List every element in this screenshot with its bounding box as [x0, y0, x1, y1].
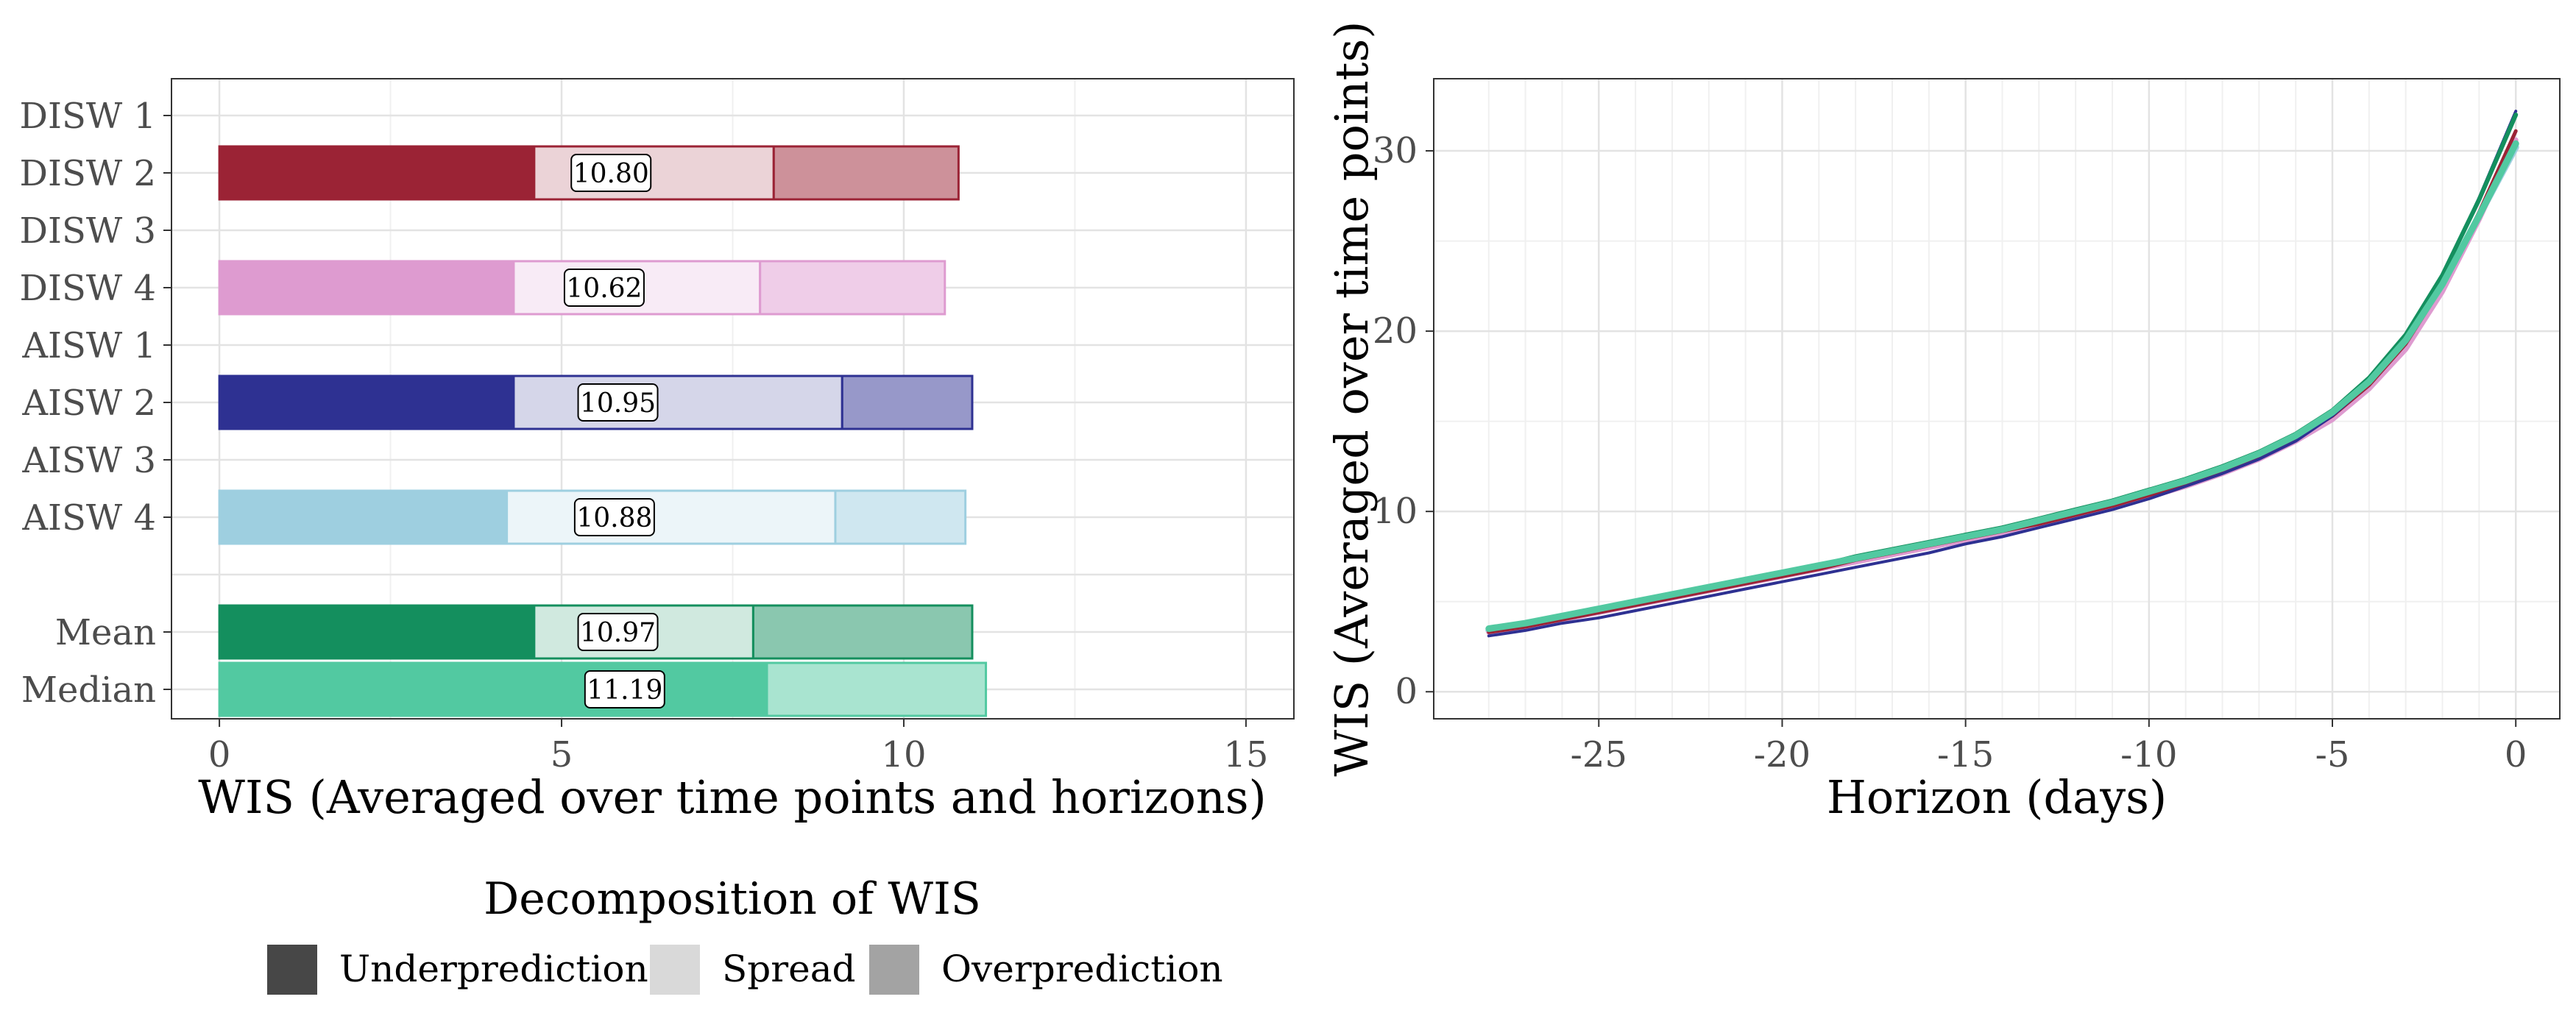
left-total-labels: 10.80 10.62 10.95 10.88 10.97 11.19 — [563, 154, 665, 708]
spread-segment — [512, 374, 843, 430]
right-x-tick-labels: -25 -20 -15 -10 -5 0 — [1571, 719, 2527, 775]
legend-swatch — [650, 945, 700, 995]
y-tick-label-disw-2: DISW 2 — [20, 153, 156, 194]
right-plot-background — [1434, 79, 2560, 719]
overprediction-segment — [834, 489, 967, 545]
total-label-median: 11.19 — [584, 670, 665, 708]
total-label-disw-4: 10.62 — [563, 269, 645, 307]
x-tick-label-minus15: -15 — [1937, 734, 1994, 775]
y-tick-label-20: 20 — [1373, 310, 1418, 352]
left-bars — [218, 145, 988, 717]
series-line-6 — [1485, 140, 2519, 632]
legend-item-spread: Spread — [650, 945, 856, 995]
bar-aisw-4 — [218, 489, 967, 545]
underprediction-segment — [218, 374, 515, 430]
spread-segment — [533, 145, 775, 201]
right-x-axis-title: Horizon (days) — [1827, 770, 2167, 824]
overprediction-segment — [751, 604, 974, 660]
y-tick-label-aisw-4: AISW 4 — [21, 497, 156, 539]
underprediction-segment — [218, 260, 515, 316]
overprediction-segment — [759, 260, 946, 316]
underprediction-segment — [218, 145, 536, 201]
y-tick-label-disw-1: DISW 1 — [20, 96, 156, 137]
left-x-axis-title: WIS (Averaged over time points and horiz… — [198, 770, 1266, 824]
bar-median — [218, 661, 988, 717]
x-tick-label-0: 0 — [208, 734, 231, 775]
overprediction-segment — [772, 145, 960, 201]
y-tick-label-aisw-2: AISW 2 — [21, 383, 156, 424]
total-label-box — [577, 613, 659, 651]
bar-aisw-2 — [218, 374, 974, 430]
x-tick-label-minus25: -25 — [1571, 734, 1627, 775]
right-y-tick-labels: 0 10 20 30 — [1373, 130, 1434, 712]
y-tick-label-mean: Mean — [55, 612, 156, 653]
total-label-box — [570, 154, 652, 192]
legend-title: Decomposition of WIS — [484, 873, 981, 925]
x-tick-label-5: 5 — [551, 734, 573, 775]
total-label-text: 10.80 — [573, 159, 649, 189]
y-tick-label-aisw-3: AISW 3 — [21, 440, 156, 481]
legend-label: Spread — [722, 948, 856, 990]
y-tick-label-disw-4: DISW 4 — [20, 268, 156, 309]
total-label-box — [573, 498, 655, 536]
legend-label: Overprediction — [941, 948, 1223, 990]
y-tick-label-0: 0 — [1395, 671, 1418, 712]
x-tick-label-minus10: -10 — [2120, 734, 2177, 775]
bar-disw-4 — [218, 260, 946, 316]
wis-by-horizon-chart: 0 10 20 30 -25 -20 -15 -10 -5 0 Horizon (days) W… — [1325, 21, 2561, 824]
right-plot-frame — [1433, 78, 2561, 720]
total-label-aisw-2: 10.95 — [577, 383, 659, 422]
right-y-axis-title: WIS (Averaged over time points) — [1325, 21, 1379, 777]
legend-item-underprediction: Underprediction — [267, 945, 648, 995]
total-label-text: 10.97 — [580, 618, 656, 648]
underprediction-segment — [218, 661, 768, 717]
total-label-text: 10.95 — [580, 388, 656, 419]
total-label-box — [584, 670, 665, 708]
total-label-text: 10.62 — [566, 274, 642, 304]
legend: Decomposition of WIS Underprediction Spre… — [267, 873, 1223, 995]
legend-label: Underprediction — [339, 948, 648, 990]
total-label-box — [563, 269, 645, 307]
total-label-mean: 10.97 — [577, 613, 659, 651]
legend-items: Underprediction Spread Overprediction — [267, 945, 1223, 995]
left-y-tick-labels: DISW 1 DISW 2 DISW 3 DISW 4 AISW 1 AISW 2 AISW… — [20, 96, 171, 711]
underprediction-segment — [218, 604, 536, 660]
x-tick-label-minus5: -5 — [2315, 734, 2350, 775]
total-label-box — [577, 383, 659, 422]
legend-swatch — [267, 945, 317, 995]
left-x-tick-labels: 0 5 10 15 — [208, 719, 1268, 775]
underprediction-segment — [218, 489, 509, 545]
overprediction-segment — [841, 374, 974, 430]
x-tick-label-minus20: -20 — [1754, 734, 1811, 775]
y-tick-label-median: Median — [21, 670, 156, 711]
spread-segment — [506, 489, 837, 545]
x-tick-label-15: 15 — [1223, 734, 1268, 775]
legend-item-overprediction: Overprediction — [869, 945, 1223, 995]
total-label-text: 10.88 — [576, 503, 652, 533]
y-tick-label-disw-3: DISW 3 — [20, 210, 156, 252]
total-label-text: 11.19 — [587, 675, 662, 706]
total-label-disw-2: 10.80 — [570, 154, 652, 192]
x-tick-label-10: 10 — [881, 734, 926, 775]
y-tick-label-aisw-1: AISW 1 — [21, 325, 156, 366]
right-series-lines — [1485, 110, 2519, 638]
overprediction-segment — [765, 661, 988, 717]
left-plot-frame — [171, 78, 1295, 720]
x-tick-label-0: 0 — [2505, 734, 2527, 775]
legend-swatch — [869, 945, 919, 995]
total-label-aisw-4: 10.88 — [573, 498, 655, 536]
y-tick-label-30: 30 — [1373, 130, 1418, 171]
y-tick-label-10: 10 — [1373, 491, 1418, 532]
